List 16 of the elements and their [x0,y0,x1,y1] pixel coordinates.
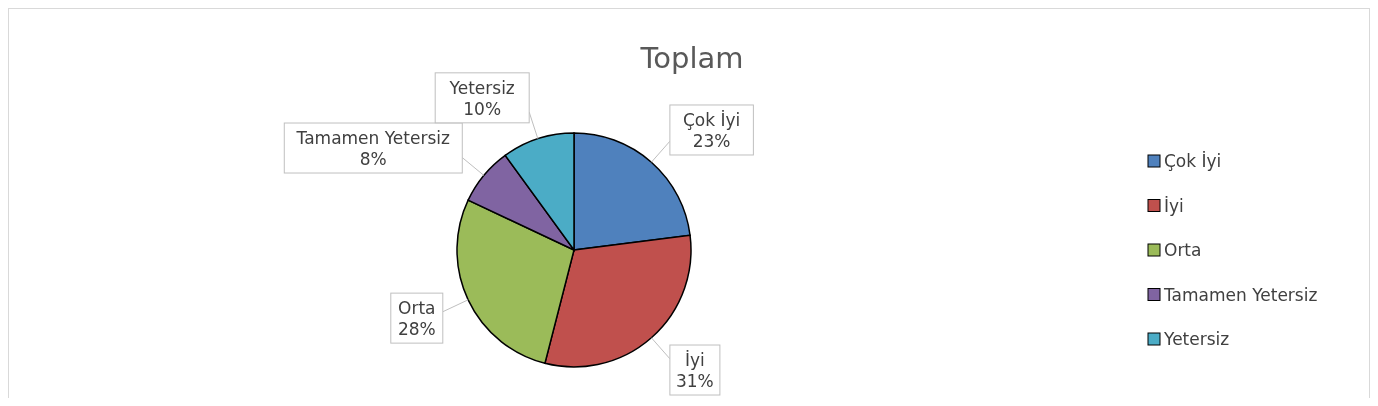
legend-label: Yetersiz [1163,329,1230,349]
legend-label: Orta [1164,240,1202,260]
slice-label: İyi [684,350,705,371]
slice-label: Orta [398,298,436,319]
legend-label: Tamamen Yetersiz [1163,284,1318,305]
slice-label: Çok İyi [682,109,741,130]
slice-label: Yetersiz [448,77,515,98]
data-label: 10% [463,98,502,119]
chart-title: Toplam [639,41,744,75]
data-label: 31% [675,371,714,392]
slice-label: Tamamen Yetersiz [295,128,451,149]
data-label: 8% [359,149,387,170]
data-label: 28% [397,319,436,340]
legend-label: Çok İyi [1164,151,1222,171]
data-label: 23% [692,130,731,151]
legend-label: İyi [1164,195,1184,216]
